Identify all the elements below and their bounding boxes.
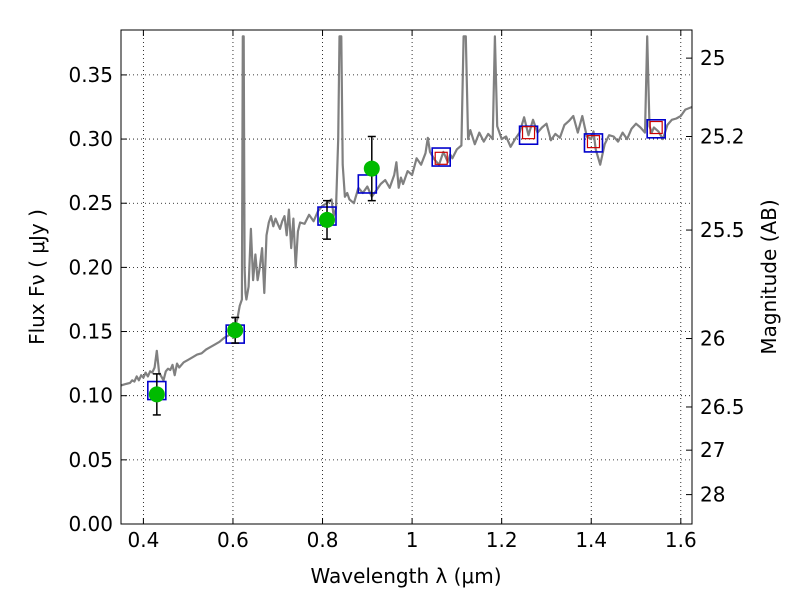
plot-frame <box>120 29 693 525</box>
y-axis-label: Flux Fν ( μJy ) <box>25 209 49 345</box>
secondary-y-axis-label: Magnitude (AB) <box>757 199 781 354</box>
y-tick-label: 0.10 <box>68 384 113 408</box>
model-alt-square <box>649 120 663 135</box>
x-tick-label: 1.4 <box>575 528 607 552</box>
y-tick-label: 0.25 <box>68 191 113 215</box>
y2-tick-label: 27 <box>700 438 725 462</box>
secondary-y-axis-ticks: 25 25.2 25.5 26 26.5 27 28 <box>686 46 745 507</box>
template-spectrum-line <box>121 35 692 387</box>
model-photometry-square <box>583 133 604 153</box>
x-tick-label: 0.6 <box>217 528 249 552</box>
y-tick-label: 0.30 <box>68 127 113 151</box>
y-tick-label: 0.15 <box>68 320 113 344</box>
x-tick-label: 1 <box>406 528 419 552</box>
y-tick-label: 0.00 <box>68 512 113 536</box>
observed-photometry-marks <box>148 135 380 416</box>
observed-point <box>227 322 244 339</box>
model-photometry-square <box>646 119 666 139</box>
y-tick-label: 0.35 <box>68 63 113 87</box>
x-axis-ticks: 0.4 0.6 0.8 1 1.2 1.4 1.6 <box>127 30 697 552</box>
y2-tick-label: 26.5 <box>700 395 745 419</box>
x-tick-label: 0.8 <box>307 528 339 552</box>
y-tick-label: 0.05 <box>68 448 113 472</box>
x-tick-label: 0.4 <box>127 528 159 552</box>
model-photometry-square <box>431 147 452 167</box>
x-tick-label: 1.2 <box>486 528 518 552</box>
y2-tick-label: 25.5 <box>700 218 745 242</box>
model-alt-square <box>434 151 448 165</box>
plot-background <box>121 30 692 524</box>
y-axis-ticks: 0.00 0.05 0.10 0.15 0.20 0.25 0.30 0.35 <box>68 63 127 536</box>
x-tick-label: 1.6 <box>665 528 697 552</box>
observed-point <box>148 386 165 403</box>
y2-tick-label: 25.2 <box>700 125 745 149</box>
model-alt-square <box>521 126 536 140</box>
observed-point <box>363 160 380 177</box>
y2-tick-label: 25 <box>700 46 725 70</box>
x-axis-label: Wavelength λ (μm) <box>310 564 501 588</box>
model-alt-square <box>586 135 601 149</box>
observed-point <box>319 211 336 228</box>
y2-tick-label: 28 <box>700 483 725 507</box>
y2-tick-label: 26 <box>700 327 725 351</box>
y-tick-label: 0.20 <box>68 255 113 279</box>
